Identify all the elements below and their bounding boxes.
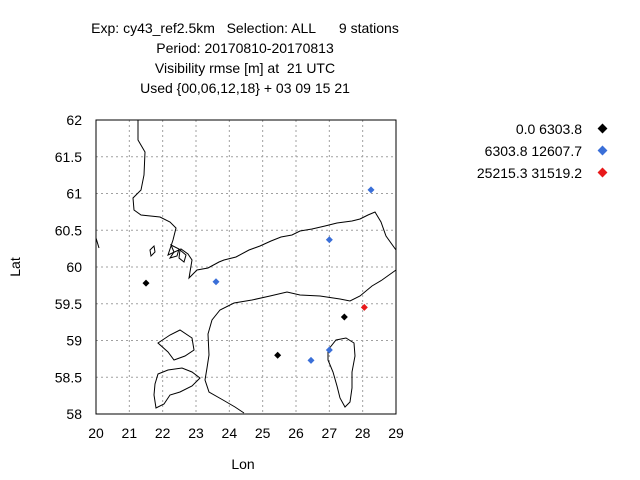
legend-marker	[597, 167, 608, 178]
x-tick-label: 29	[388, 425, 404, 441]
island-east	[178, 249, 187, 263]
y-tick-label: 60	[66, 259, 82, 275]
legend-row-1: 6303.8 12607.7	[420, 142, 620, 164]
hiiumaa	[157, 329, 195, 361]
legend-row-0: 0.0 6303.8	[420, 120, 620, 142]
x-tick-label: 25	[255, 425, 271, 441]
y-tick-label: 59	[66, 333, 82, 349]
y-tick-labels: 58 58.5 59 59.5 60 60.5 61 61.5 62	[55, 112, 82, 422]
data-point-series-1	[212, 278, 220, 286]
x-tick-label: 20	[88, 425, 104, 441]
data-point-series-2	[360, 303, 368, 311]
saaremaa	[153, 367, 201, 409]
data-point-series-0	[142, 279, 150, 287]
title-line-3: Visibility rmse [m] at 21 UTC	[154, 60, 336, 76]
chart-title: Exp: cy43_ref2.5km Selection: ALL 9 stat…	[0, 18, 490, 98]
x-tick-label: 24	[222, 425, 238, 441]
y-tick-label: 60.5	[55, 222, 82, 238]
island-porkkala	[168, 243, 180, 259]
y-tick-label: 62	[66, 112, 82, 128]
plot-frame	[95, 119, 397, 415]
grid	[95, 119, 397, 415]
data-point-series-0	[274, 351, 282, 359]
coastline	[95, 120, 397, 414]
finland-coast	[132, 120, 397, 280]
legend-marker	[597, 145, 608, 156]
data-points	[142, 186, 375, 364]
y-tick-label: 58.5	[55, 369, 82, 385]
x-axis-label: Lon	[231, 456, 254, 472]
data-point-series-0	[340, 313, 348, 321]
data-point-series-1	[325, 236, 333, 244]
title-line-1: Exp: cy43_ref2.5km Selection: ALL 9 stat…	[91, 20, 399, 36]
y-tick-label: 61	[66, 186, 82, 202]
legend-label: 0.0 6303.8	[515, 121, 582, 137]
x-tick-label: 21	[122, 425, 138, 441]
title-line-4: Used {00,06,12,18} + 03 09 15 21	[140, 80, 350, 96]
lake-peipus	[327, 337, 356, 408]
legend-marker	[597, 123, 608, 134]
legend-row-2: 25215.3 31519.2	[420, 164, 620, 186]
data-point-series-1	[367, 186, 375, 194]
legend: 0.0 6303.8 6303.8 12607.7 25215.3 31519.…	[420, 120, 620, 186]
y-tick-label: 58	[66, 406, 82, 422]
x-tick-label: 22	[155, 425, 171, 441]
island-small	[149, 244, 156, 258]
x-tick-label: 28	[355, 425, 371, 441]
y-tick-label: 59.5	[55, 296, 82, 312]
x-tick-label: 27	[322, 425, 338, 441]
data-point-series-1	[307, 356, 315, 364]
estonia-coast	[204, 269, 397, 414]
x-tick-label: 26	[288, 425, 304, 441]
x-tick-labels: 20 21 22 23 24 25 26 27 28 29	[88, 425, 404, 441]
y-tick-label: 61.5	[55, 149, 82, 165]
x-tick-label: 23	[188, 425, 204, 441]
title-line-2: Period: 20170810-20170813	[156, 40, 334, 56]
legend-label: 6303.8 12607.7	[484, 143, 582, 159]
data-point-series-1	[325, 346, 333, 354]
legend-label: 25215.3 31519.2	[476, 165, 582, 181]
y-axis-label: Lat	[7, 257, 23, 277]
